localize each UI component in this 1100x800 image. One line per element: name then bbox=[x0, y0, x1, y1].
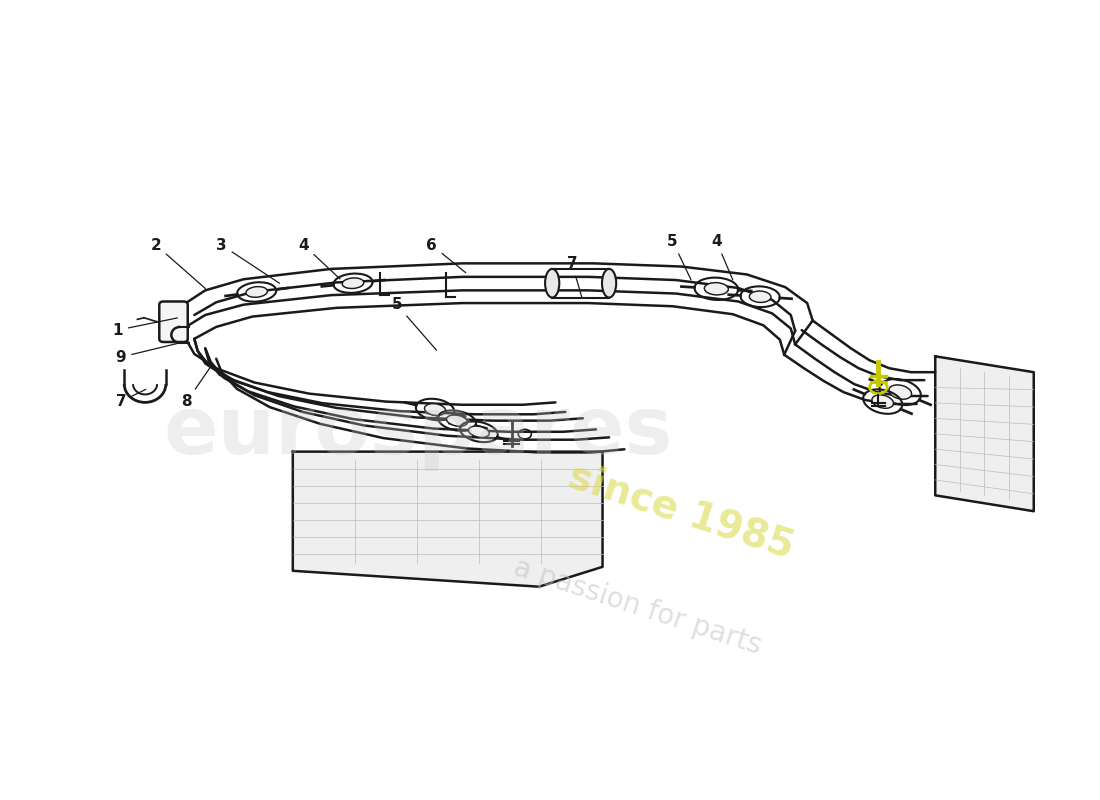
Text: eurospares: eurospares bbox=[164, 393, 673, 470]
FancyBboxPatch shape bbox=[160, 302, 188, 342]
Ellipse shape bbox=[246, 286, 267, 298]
Text: 7: 7 bbox=[116, 390, 146, 409]
Text: 7: 7 bbox=[566, 256, 582, 298]
Ellipse shape bbox=[749, 291, 771, 302]
Text: 8: 8 bbox=[182, 366, 211, 409]
Ellipse shape bbox=[704, 282, 728, 295]
Text: 2: 2 bbox=[151, 238, 206, 289]
Text: 4: 4 bbox=[711, 234, 733, 280]
Text: 9: 9 bbox=[116, 342, 184, 365]
Ellipse shape bbox=[546, 269, 559, 298]
Polygon shape bbox=[935, 356, 1034, 511]
Polygon shape bbox=[293, 452, 603, 586]
Ellipse shape bbox=[469, 426, 490, 438]
Text: a passion for parts: a passion for parts bbox=[510, 554, 766, 660]
Text: 5: 5 bbox=[668, 234, 691, 280]
Ellipse shape bbox=[425, 404, 446, 415]
Ellipse shape bbox=[872, 395, 893, 408]
Ellipse shape bbox=[447, 415, 468, 426]
Ellipse shape bbox=[342, 278, 364, 289]
Ellipse shape bbox=[889, 385, 912, 399]
Text: since 1985: since 1985 bbox=[563, 457, 799, 566]
Ellipse shape bbox=[602, 269, 616, 298]
Text: 5: 5 bbox=[392, 297, 437, 350]
Text: 1: 1 bbox=[112, 318, 177, 338]
Text: 3: 3 bbox=[217, 238, 279, 283]
Text: 4: 4 bbox=[298, 238, 340, 279]
Text: 6: 6 bbox=[427, 238, 465, 273]
